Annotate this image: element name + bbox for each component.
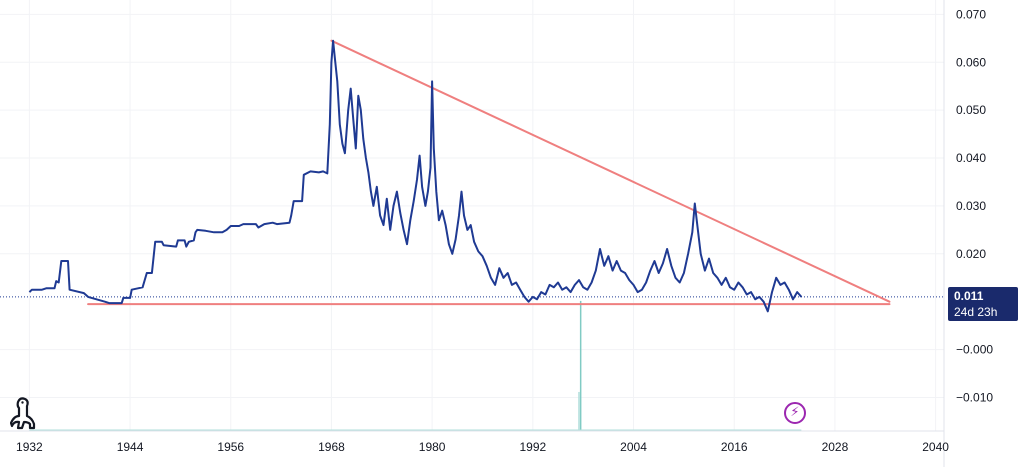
bar-countdown: 24d 23h [954,305,998,319]
y-tick-label: 0.040 [956,151,986,165]
y-axis-ticks[interactable]: 0.070 0.060 0.050 0.040 0.030 0.020 −0.000 −0.0… [956,7,993,404]
x-tick-label: 2004 [620,440,647,454]
x-tick-label: 2028 [822,440,849,454]
trendlines [87,39,891,306]
x-tick-label: 1980 [419,440,446,454]
current-price-value: 0.011 [954,289,984,303]
lightning-bolt-icon[interactable]: ⚡ [784,402,806,424]
y-tick-label: 0.050 [956,103,986,117]
x-tick-label: 1992 [519,440,546,454]
x-tick-label: 1956 [217,440,244,454]
x-axis-ticks: 1932 1944 1956 1968 1980 1992 2004 2016 2028 2040 [16,440,949,454]
trendline-0[interactable] [330,39,891,303]
x-tick-label: 1932 [16,440,43,454]
x-tick-label: 2016 [721,440,748,454]
y-tick-label: −0.010 [956,390,993,404]
volume-bar-1 [579,300,582,431]
y-tick-label: 0.070 [956,7,986,21]
x-tick-label: 1968 [318,440,345,454]
y-tick-label: 0.020 [956,247,986,261]
dinosaur-logo-icon[interactable] [9,396,40,430]
volume-bar-0 [578,391,580,431]
volume-bars [29,300,802,431]
x-tick-label: 1944 [117,440,144,454]
y-tick-label: 0.030 [956,199,986,213]
grid [0,0,944,431]
current-price-tag: 0.011 24d 23h [948,287,1018,321]
price-series [28,39,803,313]
y-tick-label: 0.060 [956,55,986,69]
y-tick-label: −0.000 [956,343,993,357]
series-line-0 [28,39,803,313]
x-tick-label: 2040 [922,440,949,454]
